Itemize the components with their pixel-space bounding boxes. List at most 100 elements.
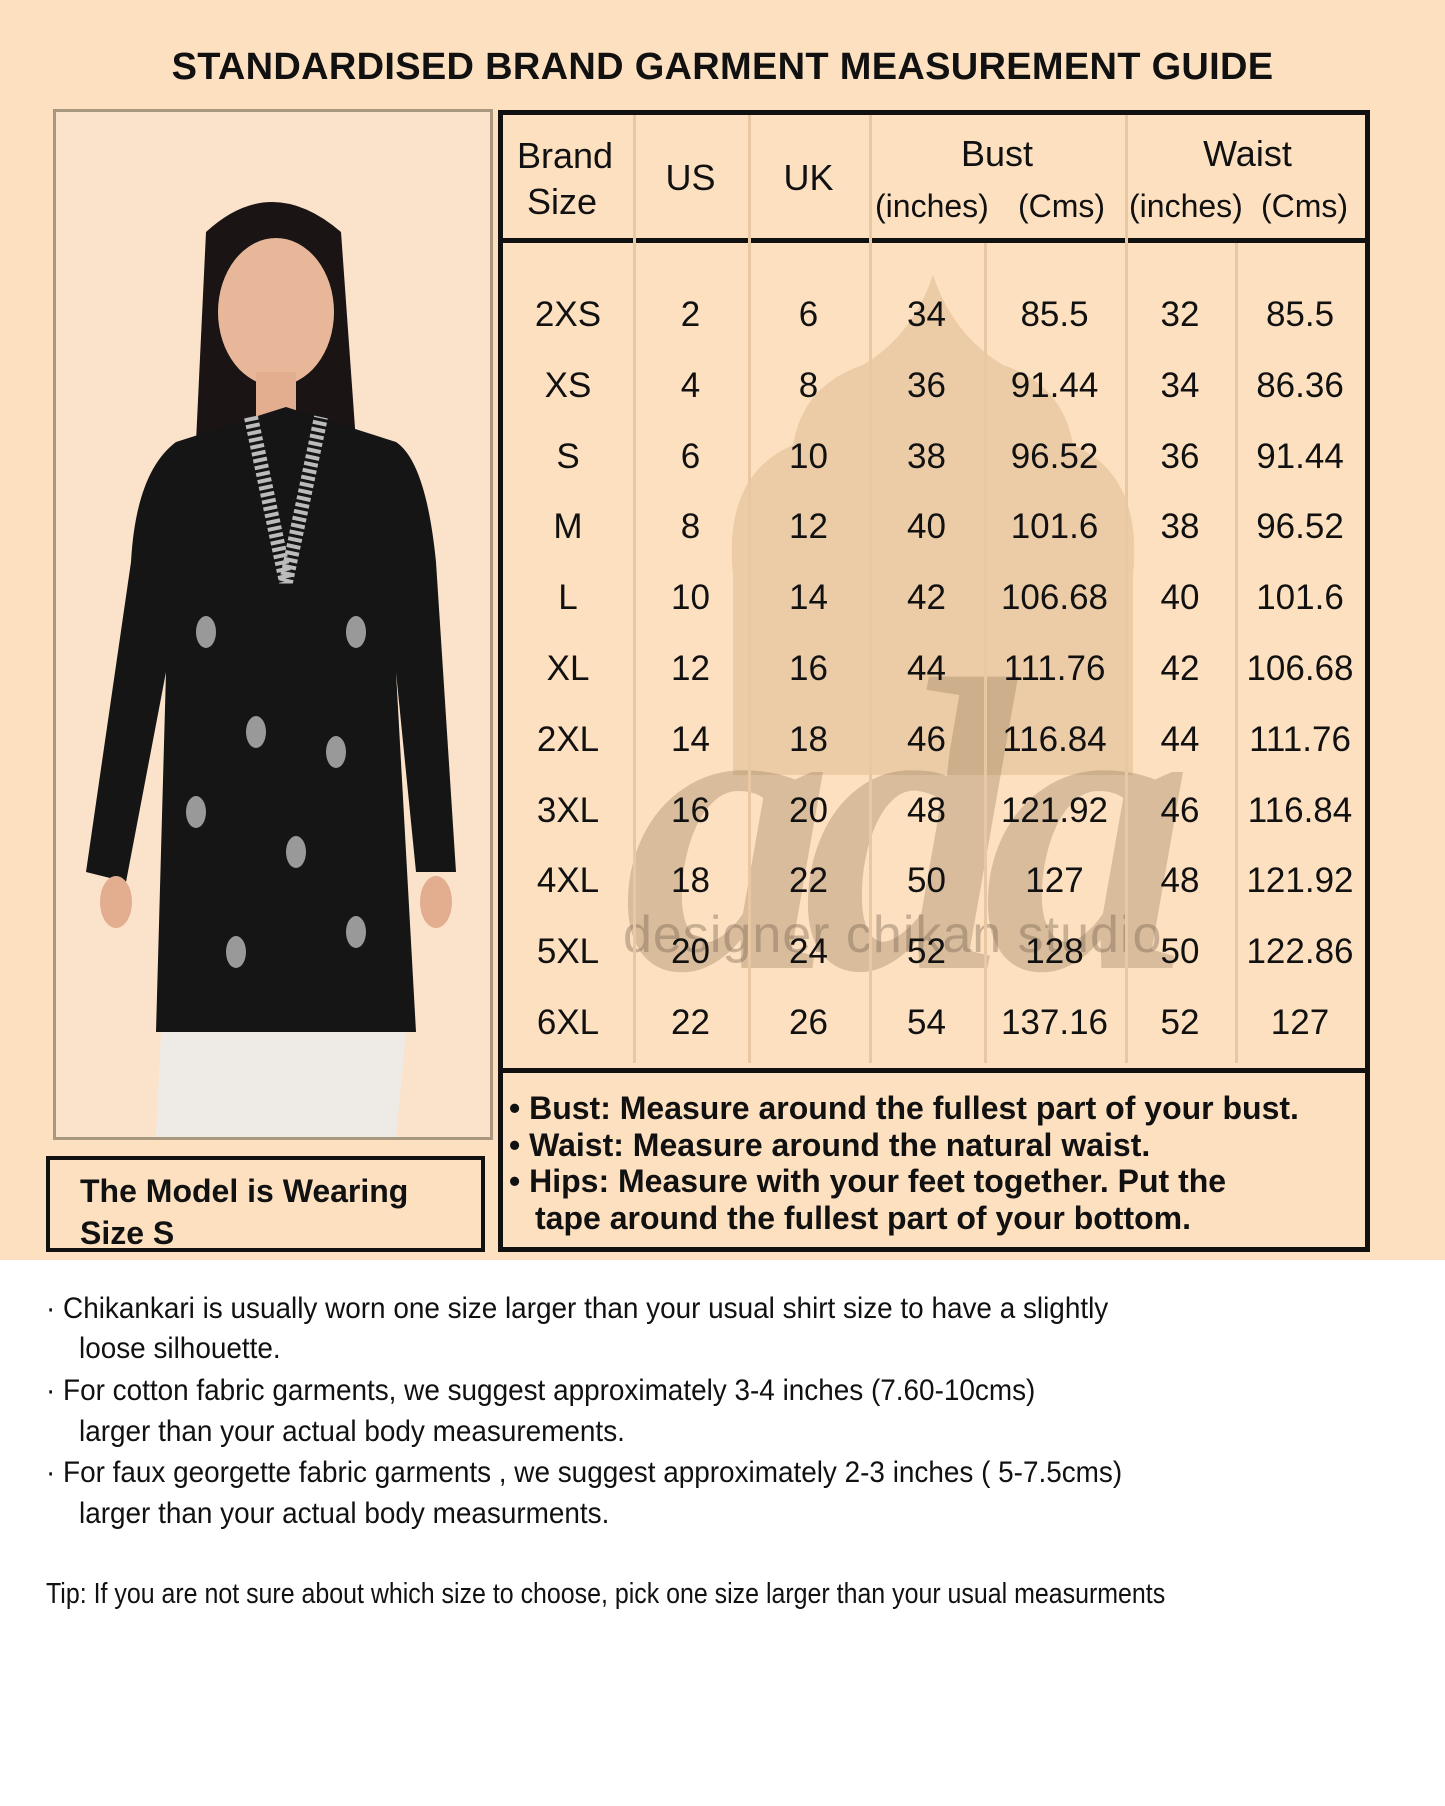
header-waist-cms: (Cms) (1261, 188, 1349, 224)
cell-bust-inches: 36 (907, 365, 946, 405)
cell-uk: 12 (789, 507, 828, 547)
cell-bust-cms: 111.76 (1003, 649, 1106, 688)
cell-brand-size: XL (546, 649, 590, 688)
cell-us: 10 (671, 578, 710, 618)
cell-waist-cms: 101.6 (1256, 578, 1344, 618)
cell-us: 18 (671, 861, 710, 901)
cell-bust-inches: 46 (907, 719, 946, 759)
cell-bust-cms: 101.6 (1010, 507, 1099, 547)
cell-waist-inches: 46 (1160, 790, 1200, 830)
cell-waist-cms: 91.44 (1256, 436, 1344, 476)
col-divider (1125, 115, 1128, 1063)
notes-divider (503, 1068, 1365, 1073)
cell-waist-cms: 86.36 (1256, 365, 1344, 405)
header-brand: Brand (517, 135, 614, 176)
note-hips: • Hips: Measure with your feet together.… (509, 1163, 1227, 1199)
cell-brand-size: 4XL (536, 861, 600, 901)
note-hips-cont: tape around the fullest part of your bot… (535, 1199, 1191, 1236)
model-note-line-1: The Model is Wearing (80, 1173, 409, 1209)
cell-uk: 6 (798, 295, 819, 334)
cell-brand-size: 6XL (536, 1003, 600, 1042)
cell-waist-cms: 111.76 (1249, 719, 1351, 759)
note-waist: • Waist: Measure around the natural wais… (509, 1126, 1151, 1163)
cell-waist-cms: 106.68 (1246, 649, 1354, 688)
cell-waist-inches: 48 (1160, 861, 1200, 901)
cell-bust-inches: 40 (907, 507, 946, 547)
header-size: Size (527, 181, 598, 222)
cell-us: 8 (680, 507, 701, 547)
cell-bust-cms: 116.84 (1002, 719, 1107, 759)
cell-bust-inches: 54 (907, 1003, 946, 1042)
cell-waist-inches: 50 (1160, 932, 1200, 972)
cell-brand-size: S (556, 436, 580, 476)
cell-brand-size: 2XL (536, 719, 600, 759)
cell-uk: 18 (789, 719, 828, 759)
cell-us: 22 (671, 1003, 710, 1042)
measurement-notes: • Bust: Measure around the fullest part … (503, 1090, 1365, 1236)
cell-bust-inches: 38 (907, 436, 946, 476)
cell-waist-cms: 122.86 (1246, 932, 1354, 972)
cell-waist-inches: 36 (1160, 436, 1200, 476)
cell-bust-cms: 137.16 (1000, 1003, 1109, 1042)
cell-bust-cms: 121.92 (1000, 790, 1109, 830)
header-waist: Waist (1203, 133, 1292, 174)
cell-bust-inches: 34 (907, 295, 946, 334)
cell-us: 6 (680, 436, 701, 476)
header-uk: UK (783, 157, 834, 198)
col-divider (633, 115, 636, 1063)
cell-us: 14 (671, 719, 710, 759)
page-title: STANDARDISED BRAND GARMENT MEASUREMENT G… (171, 46, 1274, 88)
cell-uk: 24 (789, 932, 828, 972)
cell-brand-size: L (558, 578, 578, 618)
note-bust: • Bust: Measure around the fullest part … (509, 1090, 1299, 1126)
model-size-note: The Model is Wearing Size S (46, 1156, 485, 1252)
cell-us: 16 (671, 790, 710, 830)
cell-uk: 22 (789, 861, 828, 901)
cell-us: 2 (680, 295, 701, 334)
cell-bust-cms: 96.52 (1010, 436, 1099, 476)
cell-waist-inches: 42 (1160, 649, 1200, 688)
cell-bust-inches: 42 (907, 578, 946, 618)
cell-bust-cms: 85.5 (1020, 295, 1089, 334)
cell-uk: 8 (798, 365, 819, 405)
tip-final: Tip: If you are not sure about which siz… (46, 1578, 1166, 1610)
header-bust-inches: (inches) (875, 188, 989, 224)
header-divider (503, 238, 1365, 243)
header-brand-size: Brand Size (509, 133, 629, 225)
cell-brand-size: 2XS (534, 295, 602, 334)
cell-waist-cms: 85.5 (1265, 295, 1335, 334)
cell-waist-inches: 44 (1160, 719, 1200, 759)
model-photo (53, 109, 493, 1140)
col-divider (984, 243, 987, 1063)
cell-brand-size: XS (544, 365, 592, 405)
cell-bust-cms: 106.68 (1000, 578, 1109, 618)
cell-waist-inches: 32 (1160, 295, 1200, 334)
tip-line: larger than your actual body measurement… (79, 1415, 625, 1448)
cell-waist-cms: 127 (1270, 1003, 1330, 1042)
cell-uk: 20 (789, 790, 828, 830)
cell-uk: 14 (789, 578, 828, 618)
tip-line: loose silhouette. (79, 1332, 281, 1365)
col-divider (1235, 243, 1238, 1063)
header-bust-cms: (Cms) (1018, 188, 1106, 224)
cell-brand-size: 5XL (536, 932, 600, 972)
size-chart-table: ada designer chikan studio Brand Size US… (498, 110, 1370, 1252)
header-bust: Bust (960, 133, 1034, 174)
cell-bust-cms: 128 (1025, 932, 1084, 972)
col-divider (869, 115, 872, 1063)
cell-waist-inches: 52 (1160, 1003, 1200, 1042)
cell-uk: 26 (789, 1003, 828, 1042)
header-us: US (665, 157, 716, 198)
cell-bust-inches: 52 (907, 932, 946, 972)
cell-us: 12 (671, 649, 710, 688)
tip-line: larger than your actual body measurments… (79, 1497, 610, 1530)
cell-waist-inches: 34 (1160, 365, 1200, 405)
cell-bust-cms: 91.44 (1010, 365, 1099, 405)
cell-uk: 10 (789, 436, 828, 476)
tip-line: · For cotton fabric garments, we suggest… (46, 1374, 1036, 1407)
cell-uk: 16 (789, 649, 828, 688)
model-note-line-2: Size S (80, 1215, 175, 1251)
cell-us: 4 (680, 365, 701, 405)
col-divider (748, 115, 751, 1063)
cell-bust-cms: 127 (1025, 861, 1084, 901)
